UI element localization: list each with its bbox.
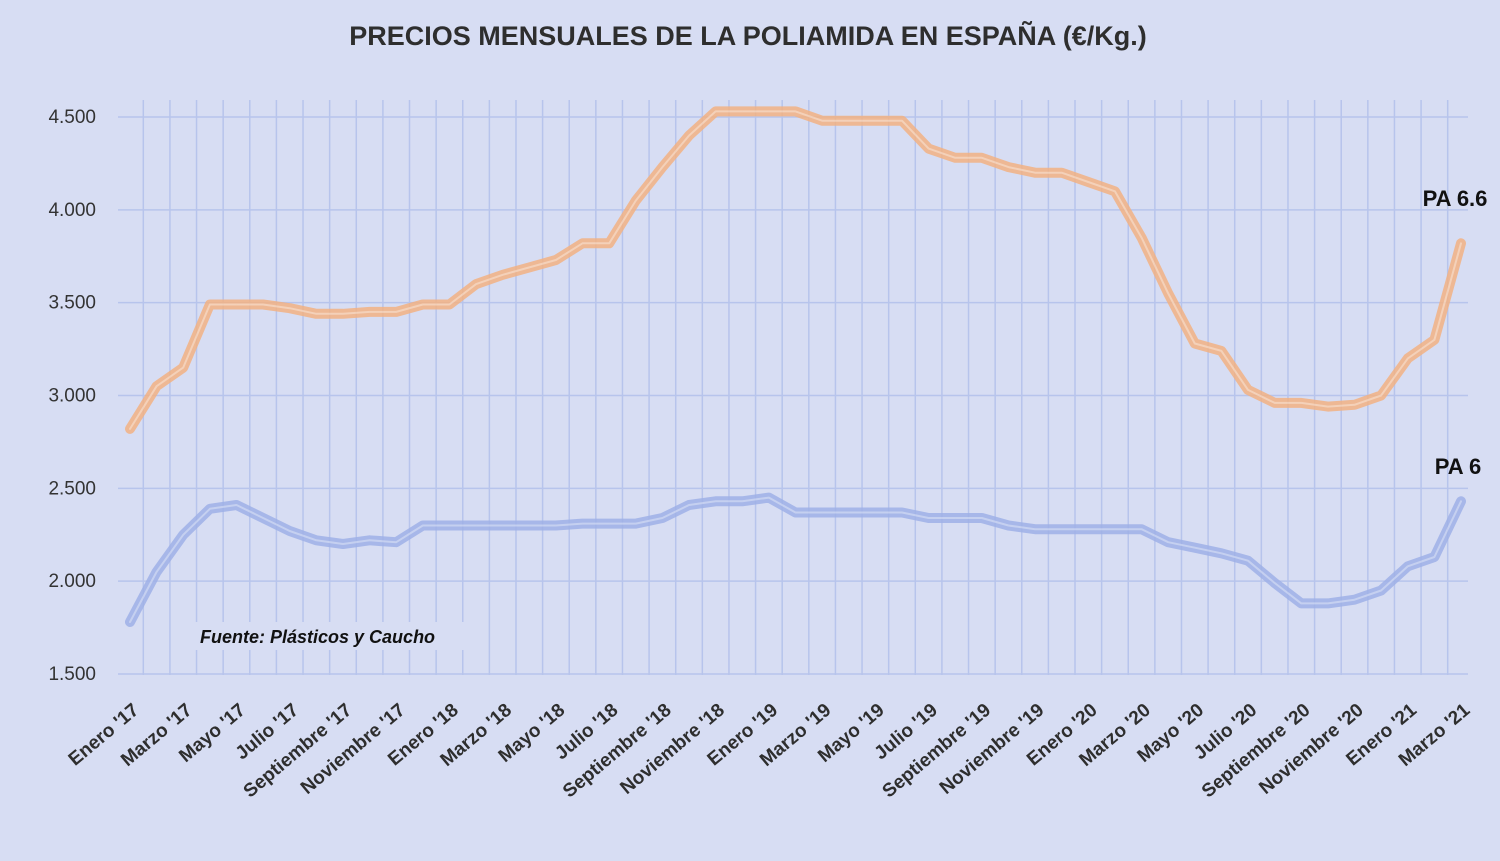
y-tick-label: 4.000 (48, 200, 96, 221)
y-tick-label: 2.000 (48, 571, 96, 592)
chart-title: PRECIOS MENSUALES DE LA POLIAMIDA EN ESP… (349, 20, 1147, 51)
y-tick-label: 3.500 (48, 293, 96, 314)
series-pa66 (125, 106, 1466, 434)
grid (118, 100, 1468, 675)
series-lines (125, 106, 1466, 627)
y-tick-label: 1.500 (48, 664, 96, 685)
series-pa6 (125, 492, 1466, 627)
y-tick-label: 3.000 (48, 386, 96, 407)
source-background (172, 622, 464, 650)
y-tick-label: 2.500 (48, 478, 96, 499)
source-note: Fuente: Plásticos y Caucho (200, 627, 435, 647)
y-tick-label: 4.500 (48, 107, 96, 128)
y-axis-ticks: 1.500 2.000 2.500 3.000 3.500 4.000 4.500 (48, 107, 96, 685)
series-label-pa66: PA 6.6 (1423, 186, 1488, 211)
series-label-pa6: PA 6 (1435, 454, 1481, 479)
